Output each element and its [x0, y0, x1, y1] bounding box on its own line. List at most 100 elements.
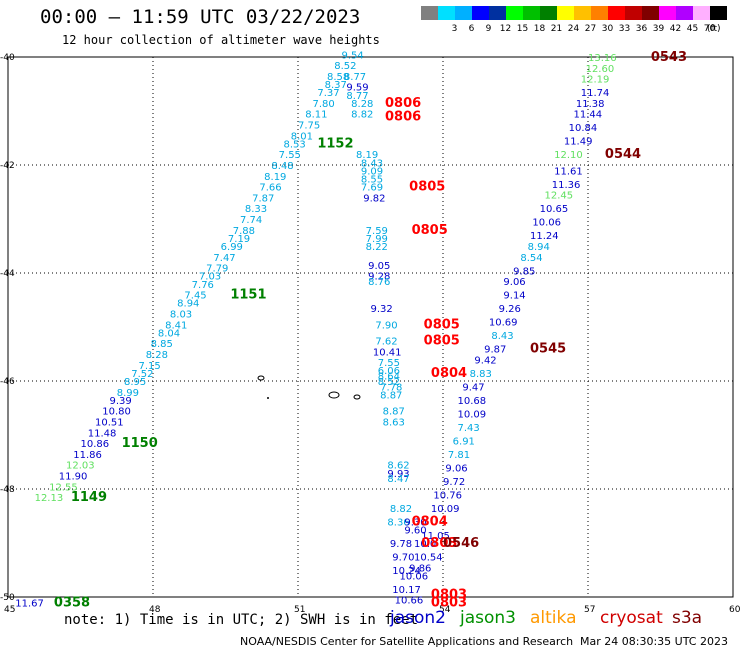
wave-height-label: 8.85 — [151, 339, 173, 350]
legend-swatch — [710, 6, 727, 20]
time-label: 0545 — [530, 342, 566, 357]
wave-height-label: 10.76 — [433, 490, 462, 501]
wave-height-label: 8.28 — [146, 350, 168, 361]
legend-swatch — [540, 6, 557, 20]
satellite-name: altika — [530, 608, 577, 628]
island-outline — [257, 375, 265, 381]
island-outline — [267, 397, 269, 399]
wave-height-label: 9.82 — [363, 193, 385, 204]
wave-height-label: 7.37 — [317, 88, 339, 99]
lon-tick-label: 60 — [729, 605, 740, 615]
wave-height-label: 6.06 — [378, 366, 400, 377]
wave-height-label: 7.55 — [279, 150, 301, 161]
time-label: 1150 — [122, 436, 158, 451]
time-label: 0806 — [385, 96, 421, 111]
wave-height-label: 9.42 — [474, 355, 496, 366]
time-label: 1151 — [230, 288, 266, 303]
satellite-name: jason2 — [390, 608, 446, 628]
legend-swatch — [421, 6, 438, 20]
wave-height-label: 8.41 — [165, 320, 187, 331]
legend-swatch — [557, 6, 574, 20]
wave-height-label: 8.03 — [170, 310, 192, 321]
wave-height-label: 9.09 — [361, 166, 383, 177]
wave-height-label: 8.63 — [383, 418, 405, 429]
wave-height-label: 9.86 — [409, 563, 431, 574]
wave-height-label: 7.59 — [366, 226, 388, 237]
legend-label: 36 — [635, 24, 648, 34]
wave-height-label: 13.16 — [588, 53, 617, 64]
legend-label: 27 — [584, 24, 597, 34]
time-label: 1152 — [317, 136, 353, 151]
wave-height-label: 10.65 — [540, 204, 569, 215]
wave-height-label: 9.06 — [503, 277, 525, 288]
wave-height-label: 11.38 — [576, 99, 605, 110]
wave-height-label: 9.30 — [404, 517, 426, 528]
legend-swatch — [574, 6, 591, 20]
wave-height-label: 8.33 — [245, 204, 267, 215]
map-frame — [7, 56, 734, 598]
wave-height-label: 9.78 — [390, 539, 412, 550]
legend-label: 39 — [652, 24, 665, 34]
wave-height-label: 8.77 — [344, 72, 366, 83]
wave-height-label: 9.47 — [462, 382, 484, 393]
wave-height-label: 8.87 — [380, 391, 402, 402]
legend-swatch — [523, 6, 540, 20]
lat-tick-label: -40 — [0, 53, 15, 63]
wave-height-label: 8.11 — [305, 110, 327, 121]
legend-label: 21 — [550, 24, 563, 34]
legend-swatch — [608, 6, 625, 20]
wave-height-label: 7.80 — [313, 99, 335, 110]
lat-tick-label: -50 — [0, 593, 15, 603]
time-label: 0544 — [605, 147, 641, 162]
time-label: 0805 — [424, 334, 460, 349]
satellite-name: s3a — [672, 608, 703, 628]
wave-height-label: 7.81 — [448, 450, 470, 461]
legend-label: 15 — [516, 24, 529, 34]
wave-height-label: 10.41 — [373, 347, 402, 358]
wave-height-label: 9.26 — [499, 304, 521, 315]
legend-label: 18 — [533, 24, 546, 34]
wave-height-label: 8.94 — [177, 299, 199, 310]
wave-height-label: 10.09 — [431, 504, 460, 515]
legend-label: 3 — [451, 24, 458, 34]
wave-height-label: 8.82 — [351, 110, 373, 121]
lon-tick-label: 48 — [149, 605, 161, 615]
wave-height-label: 8.52 — [334, 61, 356, 72]
wave-height-label: 8.53 — [284, 139, 306, 150]
wave-height-label: 9.32 — [371, 304, 393, 315]
wave-height-label: 8.28 — [351, 99, 373, 110]
legend-swatch — [625, 6, 642, 20]
time-label: 0546 — [443, 536, 479, 551]
wave-height-label: 7.15 — [139, 361, 161, 372]
page-subtitle: 12 hour collection of altimeter wave hei… — [62, 33, 380, 47]
wave-height-label: 12.19 — [581, 75, 610, 86]
time-label: 0543 — [651, 50, 687, 65]
wave-height-label: 8.22 — [366, 242, 388, 253]
wave-height-label: 8.95 — [124, 377, 146, 388]
legend-swatch — [489, 6, 506, 20]
wave-height-label: 8.76 — [368, 277, 390, 288]
island-outline — [328, 391, 340, 399]
wave-height-label: 8.62 — [387, 461, 409, 472]
island-outline — [353, 394, 361, 400]
wave-height-label: 9.59 — [346, 83, 368, 94]
wave-height-label: 8.58 — [327, 72, 349, 83]
legend-swatch — [438, 6, 455, 20]
wave-height-label: 7.74 — [240, 215, 262, 226]
legend-label: 30 — [601, 24, 614, 34]
time-label: 0806 — [385, 109, 421, 124]
wave-height-label: 12.10 — [554, 150, 583, 161]
lon-tick-label: 54 — [439, 605, 451, 615]
legend-swatch — [659, 6, 676, 20]
wave-height-label: 7.03 — [199, 272, 221, 283]
wave-height-label: 11.48 — [88, 428, 117, 439]
wave-height-label: 10.06 — [532, 218, 561, 229]
wave-height-label: 9.54 — [342, 50, 364, 61]
wave-height-label: 7.90 — [375, 320, 397, 331]
wave-height-label: 8.36 — [387, 517, 409, 528]
wave-height-label: 10.54 — [414, 553, 443, 564]
wave-height-label: 7.75 — [298, 121, 320, 132]
wave-height-label: 8.43 — [361, 158, 383, 169]
legend-swatch — [693, 6, 710, 20]
lat-tick-label: -44 — [0, 269, 15, 279]
